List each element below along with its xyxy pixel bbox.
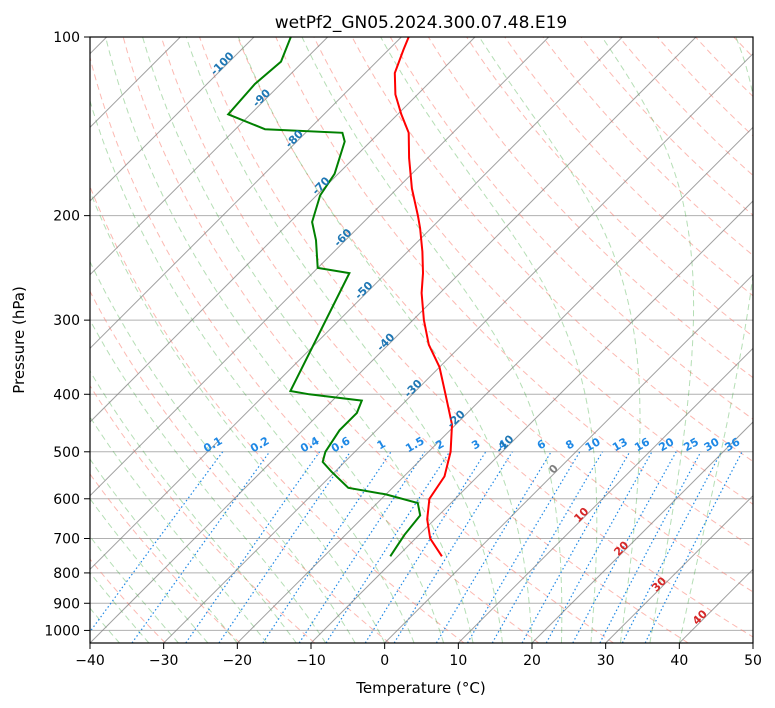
dry-adiabat xyxy=(199,37,753,638)
dry-adiabat xyxy=(90,290,390,643)
dry-adiabat xyxy=(237,37,753,593)
mixing-ratio-line xyxy=(393,451,513,643)
mixing-ratio-line xyxy=(466,451,581,643)
y-tick-label: 600 xyxy=(53,492,80,508)
y-tick-label: 900 xyxy=(53,596,80,612)
moist-adiabat xyxy=(90,99,415,643)
dry-adiabat xyxy=(275,37,753,549)
isotherm xyxy=(90,37,697,643)
isotherm xyxy=(90,37,329,276)
plot-frame xyxy=(89,36,754,644)
isotherm xyxy=(531,421,753,643)
moist-adiabat xyxy=(678,37,753,643)
mixing-ratio-line xyxy=(491,451,604,643)
x-axis-label: Temperature (°C) xyxy=(355,679,485,697)
y-tick-label: 1000 xyxy=(44,623,80,639)
x-tick-label: −40 xyxy=(75,653,105,669)
isotherm xyxy=(384,273,753,643)
mixing-ratio-line xyxy=(325,451,451,643)
x-tick-label: 20 xyxy=(523,653,541,669)
y-tick-label: 800 xyxy=(53,566,80,582)
moist-adiabat xyxy=(90,458,238,643)
pressure-gridlines xyxy=(90,37,753,631)
isotherm xyxy=(90,37,623,571)
mixing-ratio-line xyxy=(131,451,271,643)
isotherm xyxy=(90,37,402,350)
temperature-profile xyxy=(393,37,454,557)
x-tick-label: −10 xyxy=(296,653,326,669)
dry-adiabat xyxy=(618,37,753,177)
mixing-ratio-line xyxy=(364,451,487,643)
moist-adiabat xyxy=(185,37,503,643)
dry-adiabat xyxy=(351,37,753,463)
dry-adiabat xyxy=(90,185,465,643)
isotherm xyxy=(236,126,753,643)
moist-adiabat xyxy=(90,260,356,643)
moist-adiabat xyxy=(90,416,268,643)
x-tick-label: −20 xyxy=(223,653,253,669)
x-tick-label: 50 xyxy=(744,653,762,669)
y-tick-label: 700 xyxy=(53,532,80,548)
y-tick-label: 100 xyxy=(53,30,80,46)
mixing-ratio-line xyxy=(572,451,677,643)
moist-adiabat xyxy=(90,190,386,643)
moist-adiabat xyxy=(380,37,598,643)
mixing-ratio-line xyxy=(435,451,552,643)
dry-adiabat xyxy=(427,37,753,379)
axes: −40 −30 −20 −10 0 10 20 30 40 50 100 200 300 400 500 60… xyxy=(44,30,762,669)
dry-adiabat xyxy=(90,384,316,643)
x-tick-label: 10 xyxy=(449,653,467,669)
mixing-ratio-line xyxy=(521,451,631,643)
dry-adiabat xyxy=(389,37,753,420)
moist-adiabat xyxy=(90,535,179,643)
y-axis-label: Pressure (hPa) xyxy=(10,286,28,394)
moist-adiabat xyxy=(142,37,474,643)
dry-adiabat xyxy=(313,37,753,505)
x-tick-label: 0 xyxy=(380,653,389,669)
isotherm xyxy=(163,52,753,643)
dry-adiabats xyxy=(90,37,753,643)
x-tick-label: 40 xyxy=(670,653,688,669)
moist-adiabat xyxy=(90,497,209,643)
moist-adiabat xyxy=(601,37,695,643)
y-tick-label: 500 xyxy=(53,445,80,461)
mixing-ratio-lines xyxy=(90,451,743,643)
isotherm xyxy=(457,347,753,643)
dewpoint-profile xyxy=(226,37,422,557)
x-tick-label: 30 xyxy=(597,653,615,669)
moist-adiabat xyxy=(237,37,533,643)
dry-adiabat xyxy=(90,55,540,643)
mixing-ratio-line xyxy=(218,451,351,643)
isotherm xyxy=(605,494,753,643)
mixing-ratio-line xyxy=(185,451,321,643)
y-tick-label: 200 xyxy=(53,209,80,225)
isotherm xyxy=(90,37,550,497)
dry-adiabat xyxy=(160,37,689,643)
chart-title: wetPf2_GN05.2024.300.07.48.E19 xyxy=(275,13,567,33)
sounding-profiles xyxy=(226,37,454,557)
isotherm xyxy=(90,37,255,202)
y-tick-label: 400 xyxy=(53,387,80,403)
isotherm xyxy=(90,37,476,423)
isotherms xyxy=(90,37,753,643)
plot-background xyxy=(90,37,753,643)
dry-adiabat xyxy=(122,37,614,643)
x-tick-label: −30 xyxy=(149,653,179,669)
isotherm xyxy=(752,642,753,643)
y-tick-label: 300 xyxy=(53,313,80,329)
dry-adiabat xyxy=(504,37,753,297)
isotherm xyxy=(310,200,753,643)
